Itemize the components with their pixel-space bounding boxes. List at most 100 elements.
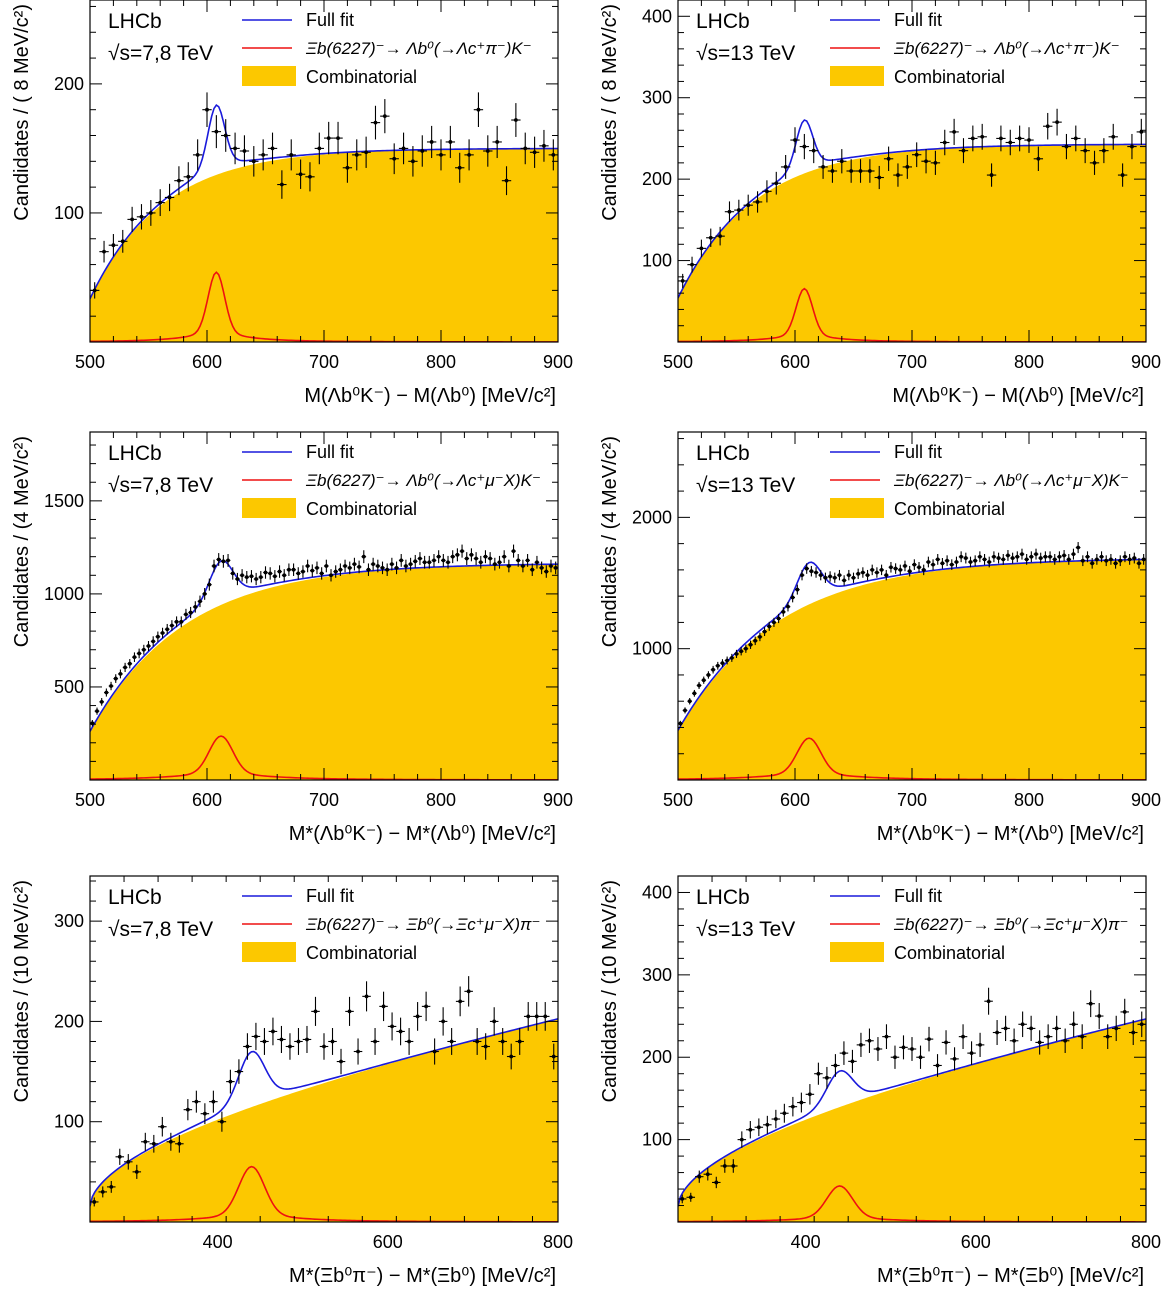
data-point-marker <box>1109 557 1113 562</box>
data-point-marker <box>1066 557 1071 562</box>
data-point-marker <box>921 567 926 572</box>
data-point-marker <box>450 554 455 559</box>
data-point-marker <box>814 570 818 575</box>
data-point-marker <box>287 567 291 572</box>
data-point-marker <box>343 564 347 568</box>
y-tick-label: 300 <box>642 965 672 985</box>
legend-signal-label: Ξb(6227)⁻→ Λb⁰(→Λc⁺π⁻)K⁻ <box>305 39 532 58</box>
data-point <box>1077 1024 1087 1049</box>
data-point <box>687 697 693 705</box>
data-point-marker <box>945 558 949 563</box>
data-point-marker <box>240 573 245 578</box>
data-point <box>319 1033 329 1060</box>
data-point-marker <box>1073 136 1078 141</box>
data-point <box>851 572 856 583</box>
data-point <box>155 631 161 642</box>
data-point <box>950 1047 959 1071</box>
data-point <box>1089 150 1100 175</box>
data-point-marker <box>1043 554 1048 559</box>
data-point-marker <box>194 1099 199 1104</box>
data-point <box>706 228 716 247</box>
data-point-marker <box>818 573 823 578</box>
data-point-marker <box>492 1019 497 1024</box>
data-point <box>366 563 371 576</box>
data-point <box>805 1084 815 1105</box>
data-point-marker <box>216 557 221 562</box>
data-point <box>720 659 725 668</box>
data-point <box>249 570 254 583</box>
data-point <box>902 154 912 179</box>
data-point <box>300 565 306 578</box>
data-point-marker <box>109 684 113 688</box>
plot-frame <box>89 875 559 1223</box>
data-point-marker <box>279 182 284 187</box>
data-point <box>553 561 558 575</box>
data-point <box>473 92 484 128</box>
data-point <box>701 676 707 684</box>
data-point <box>1005 129 1015 156</box>
full-fit-curve <box>678 119 1146 299</box>
data-point <box>375 559 381 573</box>
data-point-marker <box>289 152 294 157</box>
data-point <box>831 1054 840 1077</box>
y-tick-label: 200 <box>54 1011 84 1031</box>
energy-label: √s=7,8 TeV <box>108 918 213 941</box>
data-point <box>160 627 165 639</box>
data-point <box>1033 146 1044 171</box>
data-point-marker <box>1122 1010 1127 1014</box>
data-point <box>907 565 912 577</box>
data-point-marker <box>141 647 146 652</box>
data-point <box>314 561 320 575</box>
data-point <box>178 616 184 628</box>
data-point <box>678 720 683 727</box>
data-point-marker <box>711 667 715 672</box>
data-point-marker <box>420 149 425 153</box>
data-point-marker <box>123 665 127 670</box>
data-point <box>394 561 399 575</box>
data-point-marker <box>483 1044 488 1049</box>
legend-combinatorial-swatch <box>242 66 296 86</box>
data-point <box>455 548 460 562</box>
data-point-marker <box>366 567 371 572</box>
energy-label: √s=13 TeV <box>696 42 795 65</box>
data-point <box>958 551 964 563</box>
y-axis-label: Candidates / ( 8 MeV/c²) <box>599 4 621 221</box>
data-point-marker <box>319 571 324 576</box>
x-axis-label: M(Λb⁰K⁻) − M(Λb⁰) [MeV/c²] <box>892 385 1144 407</box>
x-tick-label: 800 <box>543 1232 573 1252</box>
data-point <box>183 162 193 192</box>
data-point <box>743 194 753 216</box>
data-point <box>136 648 142 659</box>
data-point-marker <box>705 1172 710 1177</box>
data-point <box>492 125 502 159</box>
data-point <box>1014 125 1025 152</box>
legend-signal-label: Ξb(6227)⁻→ Ξb⁰(→Ξc⁺μ⁻X)π⁻ <box>305 915 540 934</box>
data-point <box>837 149 847 174</box>
data-point-marker <box>271 1029 275 1034</box>
data-point <box>734 649 739 659</box>
data-point-marker <box>1071 1022 1076 1027</box>
data-point-marker <box>407 1039 411 1044</box>
data-point <box>430 1038 439 1065</box>
data-point <box>478 555 484 569</box>
data-point-marker <box>1090 561 1095 566</box>
legend-combinatorial-swatch <box>242 498 296 518</box>
data-point-marker <box>268 571 273 576</box>
data-point-marker <box>1127 557 1132 562</box>
data-point <box>356 560 362 574</box>
data-point <box>396 1017 405 1046</box>
data-point-marker <box>373 120 378 125</box>
data-point-marker <box>111 243 116 248</box>
data-point <box>907 1037 917 1061</box>
data-point-marker <box>177 1141 182 1146</box>
data-point <box>991 551 997 563</box>
data-point-marker <box>483 554 488 559</box>
legend-signal-label: Ξb(6227)⁻→ Λb⁰(→Λc⁺μ⁻X)K⁻ <box>893 471 1129 490</box>
data-point-marker <box>551 1054 556 1059</box>
data-point-marker <box>298 172 303 177</box>
data-point-marker <box>160 631 165 635</box>
data-point-marker <box>697 1174 702 1179</box>
data-point <box>790 592 795 603</box>
data-point-marker <box>692 691 697 696</box>
data-point-marker <box>188 610 193 615</box>
